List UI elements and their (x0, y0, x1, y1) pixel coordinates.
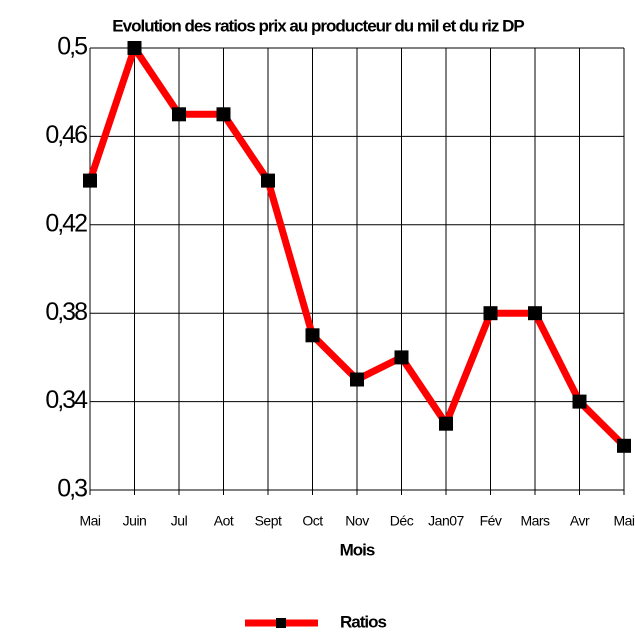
chart-title: Evolution des ratios prix au producteur … (112, 16, 524, 35)
x-tick-label: Avr (570, 513, 590, 529)
data-point (528, 306, 542, 321)
x-axis-title: Mois (340, 540, 375, 559)
y-tick-label: 0,38 (45, 298, 87, 326)
legend-label: Ratios (340, 612, 387, 631)
data-point (261, 173, 275, 188)
data-point (350, 372, 364, 387)
data-point (394, 350, 409, 365)
y-tick-label: 0,3 (57, 475, 87, 503)
y-tick-label: 0,34 (45, 386, 88, 414)
data-point (439, 416, 453, 431)
data-point (617, 438, 631, 453)
data-point (216, 107, 231, 122)
data-point (572, 394, 587, 409)
x-tick-label: Oct (302, 513, 323, 529)
y-tick-label: 0,42 (45, 209, 87, 237)
x-tick-label: Jul (171, 513, 188, 529)
data-point (172, 107, 186, 122)
data-point (127, 41, 142, 55)
x-tick-label: Fév (480, 513, 502, 529)
data-point (483, 306, 498, 321)
y-tick-label: 0,5 (57, 33, 87, 61)
x-tick-label: Déc (390, 513, 414, 529)
x-tick-label: Mars (520, 513, 550, 529)
y-tick-label: 0,46 (45, 121, 87, 149)
x-tick-label: Sept (255, 513, 282, 529)
x-tick-label: Jan07 (428, 513, 464, 529)
data-point (305, 328, 320, 343)
x-tick-label: Juin (123, 513, 147, 529)
data-point (83, 173, 97, 188)
x-tick-label: Nov (345, 513, 369, 529)
x-tick-label: Mai (79, 513, 100, 529)
x-tick-label: Aot (214, 513, 234, 529)
legend-marker (276, 618, 286, 628)
x-tick-label: Mai (613, 513, 634, 529)
